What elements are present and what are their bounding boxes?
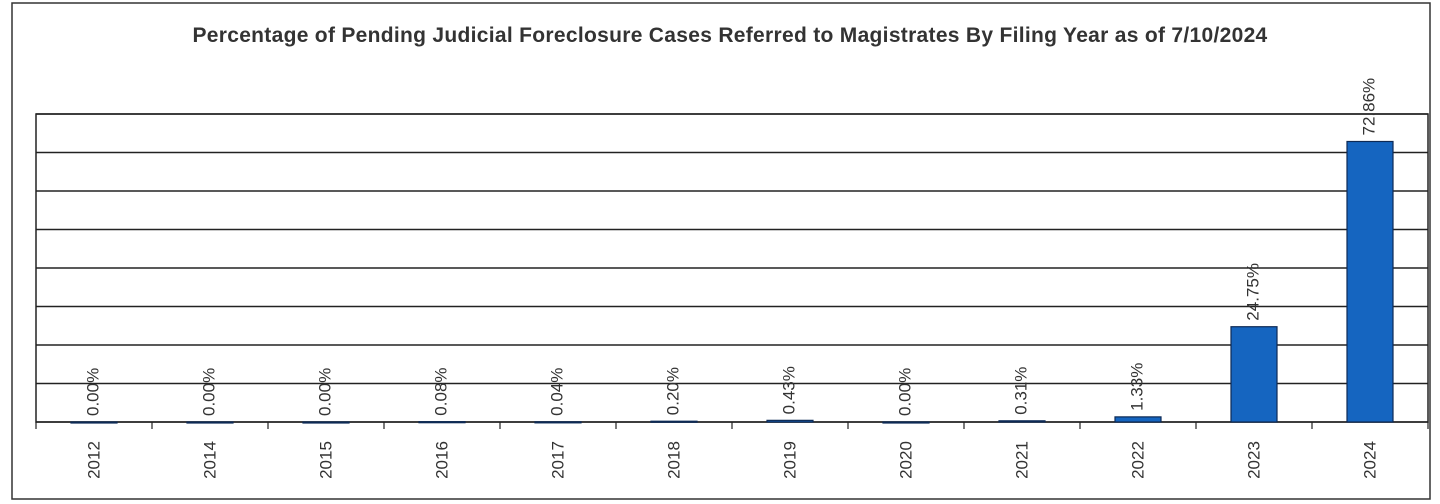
x-tick-label: 2022 [1128,441,1147,479]
chart-title: Percentage of Pending Judicial Foreclosu… [192,24,1268,47]
bar [534,421,582,424]
data-label: 0.08% [431,367,450,415]
data-label: 0.20% [663,367,682,415]
x-tick-label: 2020 [896,441,915,479]
data-label: 0.31% [1011,367,1030,415]
x-tick-label: 2018 [664,441,683,479]
data-label: 0.04% [547,368,566,416]
bar [1346,140,1394,423]
bar [1114,416,1162,423]
bar [418,421,466,424]
x-tick-label: 2014 [200,441,219,479]
x-tick-label: 2017 [548,441,567,479]
x-tick-label: 2019 [780,441,799,479]
data-label: 1.33% [1127,363,1146,411]
bar [882,421,930,424]
data-label: 0.00% [83,368,102,416]
bar [650,420,698,423]
chart-border [11,2,1431,500]
x-tick-label: 2021 [1012,441,1031,479]
data-label: 0.00% [315,368,334,416]
data-label: 0.43% [779,366,798,414]
bar [766,419,814,423]
x-tick-label: 2015 [316,441,335,479]
x-tick-label: 2023 [1244,441,1263,479]
data-label: 72.86% [1359,78,1378,136]
data-label: 0.00% [895,368,914,416]
bar [186,421,234,424]
bar [998,420,1046,423]
bar [302,421,350,424]
x-tick-label: 2016 [432,441,451,479]
data-label: 24.75% [1243,263,1262,321]
bar [70,421,118,424]
x-tick-label: 2024 [1360,441,1379,479]
data-label: 0.00% [199,368,218,416]
x-tick-label: 2012 [84,441,103,479]
bar [1230,326,1278,423]
